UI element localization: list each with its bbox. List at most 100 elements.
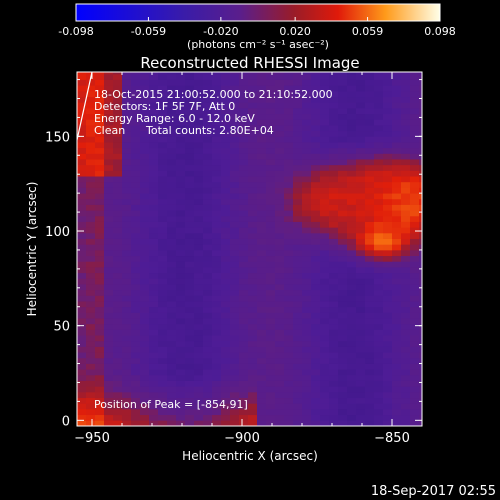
heatmap-cell bbox=[167, 369, 177, 376]
heatmap-cell bbox=[419, 346, 422, 353]
heatmap-cell bbox=[293, 261, 303, 268]
heatmap-cell bbox=[257, 261, 267, 268]
heatmap-cell bbox=[167, 414, 177, 421]
heatmap-cell bbox=[410, 397, 420, 404]
heatmap-cell bbox=[248, 340, 258, 347]
heatmap-cell bbox=[293, 136, 303, 143]
heatmap-cell bbox=[212, 73, 222, 80]
heatmap-cell bbox=[284, 312, 294, 319]
heatmap-cell bbox=[131, 130, 141, 137]
heatmap-cell bbox=[194, 312, 204, 319]
heatmap-cell bbox=[374, 170, 384, 177]
heatmap-cell bbox=[311, 295, 321, 302]
heatmap-cell bbox=[248, 369, 258, 376]
heatmap-cell bbox=[122, 198, 132, 205]
heatmap-cell bbox=[356, 380, 366, 387]
heatmap-cell bbox=[329, 369, 339, 376]
colorbar-tick-label: 0.098 bbox=[424, 25, 456, 38]
heatmap-cell bbox=[383, 159, 393, 166]
heatmap-cell bbox=[284, 386, 294, 393]
heatmap-cell bbox=[167, 181, 177, 188]
heatmap-cell bbox=[383, 335, 393, 342]
heatmap-cell bbox=[158, 73, 168, 80]
heatmap-cell bbox=[221, 295, 231, 302]
heatmap-cell bbox=[293, 147, 303, 154]
heatmap-cell bbox=[356, 357, 366, 364]
heatmap-cell bbox=[104, 204, 114, 211]
heatmap-cell bbox=[266, 102, 276, 109]
heatmap-cell bbox=[401, 159, 411, 166]
heatmap-cell bbox=[95, 374, 105, 381]
heatmap-cell bbox=[392, 420, 402, 426]
heatmap-cell bbox=[239, 232, 249, 239]
heatmap-cell bbox=[230, 198, 240, 205]
heatmap-cell bbox=[149, 329, 159, 336]
heatmap-cell bbox=[122, 374, 132, 381]
x-axis-label: Heliocentric X (arcsec) bbox=[182, 449, 318, 463]
heatmap-cell bbox=[401, 215, 411, 222]
heatmap-cell bbox=[77, 329, 87, 336]
heatmap-cell bbox=[257, 90, 267, 98]
heatmap-cell bbox=[284, 204, 294, 211]
heatmap-cell bbox=[347, 79, 357, 86]
heatmap-cell bbox=[158, 374, 168, 381]
heatmap-cell bbox=[257, 420, 267, 426]
heatmap-cell bbox=[176, 107, 186, 115]
heatmap-cell bbox=[302, 301, 312, 308]
heatmap-cell bbox=[239, 414, 249, 421]
heatmap-cell bbox=[338, 295, 348, 302]
heatmap-cell bbox=[77, 323, 87, 330]
heatmap-cell bbox=[203, 301, 213, 308]
y-tick-label: 0 bbox=[62, 414, 70, 429]
heatmap-cell bbox=[140, 107, 150, 115]
heatmap-cell bbox=[239, 198, 249, 205]
heatmap-cell bbox=[329, 403, 339, 410]
heatmap-cell bbox=[356, 153, 366, 160]
heatmap-cell bbox=[410, 374, 420, 381]
heatmap-cell bbox=[419, 73, 422, 80]
heatmap-cell bbox=[329, 386, 339, 393]
heatmap-cell bbox=[194, 369, 204, 376]
heatmap-cell bbox=[302, 284, 312, 291]
heatmap-cell bbox=[140, 187, 150, 194]
heatmap-cell bbox=[293, 363, 303, 370]
heatmap-cell bbox=[410, 107, 420, 115]
heatmap-cell bbox=[212, 357, 222, 364]
heatmap-cell bbox=[113, 96, 123, 103]
heatmap-cell bbox=[347, 147, 357, 154]
heatmap-cell bbox=[86, 318, 96, 325]
heatmap-cell bbox=[140, 232, 150, 239]
heatmap-cell bbox=[86, 176, 96, 183]
heatmap-cell bbox=[122, 249, 132, 257]
heatmap-cell bbox=[284, 170, 294, 177]
heatmap-cell bbox=[185, 72, 195, 75]
heatmap-cell bbox=[158, 323, 168, 330]
heatmap-cell bbox=[230, 369, 240, 376]
heatmap-cell bbox=[302, 215, 312, 222]
heatmap-cell bbox=[212, 386, 222, 393]
heatmap-cell bbox=[230, 278, 240, 285]
heatmap-cell bbox=[410, 408, 420, 416]
heatmap-cell bbox=[239, 193, 249, 200]
heatmap-cell bbox=[392, 295, 402, 302]
heatmap-cell bbox=[392, 329, 402, 336]
heatmap-cell bbox=[158, 96, 168, 103]
heatmap-cell bbox=[356, 221, 366, 228]
heatmap-cell bbox=[266, 125, 276, 132]
heatmap-cell bbox=[329, 306, 339, 313]
heatmap-cell bbox=[320, 96, 330, 103]
heatmap-cell bbox=[347, 346, 357, 353]
heatmap-cell bbox=[311, 369, 321, 376]
heatmap-cell bbox=[419, 284, 422, 291]
heatmap-cell bbox=[149, 340, 159, 347]
heatmap-cell bbox=[401, 187, 411, 194]
heatmap-cell bbox=[86, 79, 96, 86]
heatmap-cell bbox=[338, 306, 348, 313]
heatmap-cell bbox=[248, 136, 258, 143]
heatmap-cell bbox=[122, 96, 132, 103]
heatmap-cell bbox=[410, 147, 420, 154]
heatmap-cell bbox=[113, 193, 123, 200]
heatmap-cell bbox=[329, 107, 339, 115]
heatmap-cell bbox=[203, 147, 213, 154]
heatmap-cell bbox=[167, 153, 177, 160]
